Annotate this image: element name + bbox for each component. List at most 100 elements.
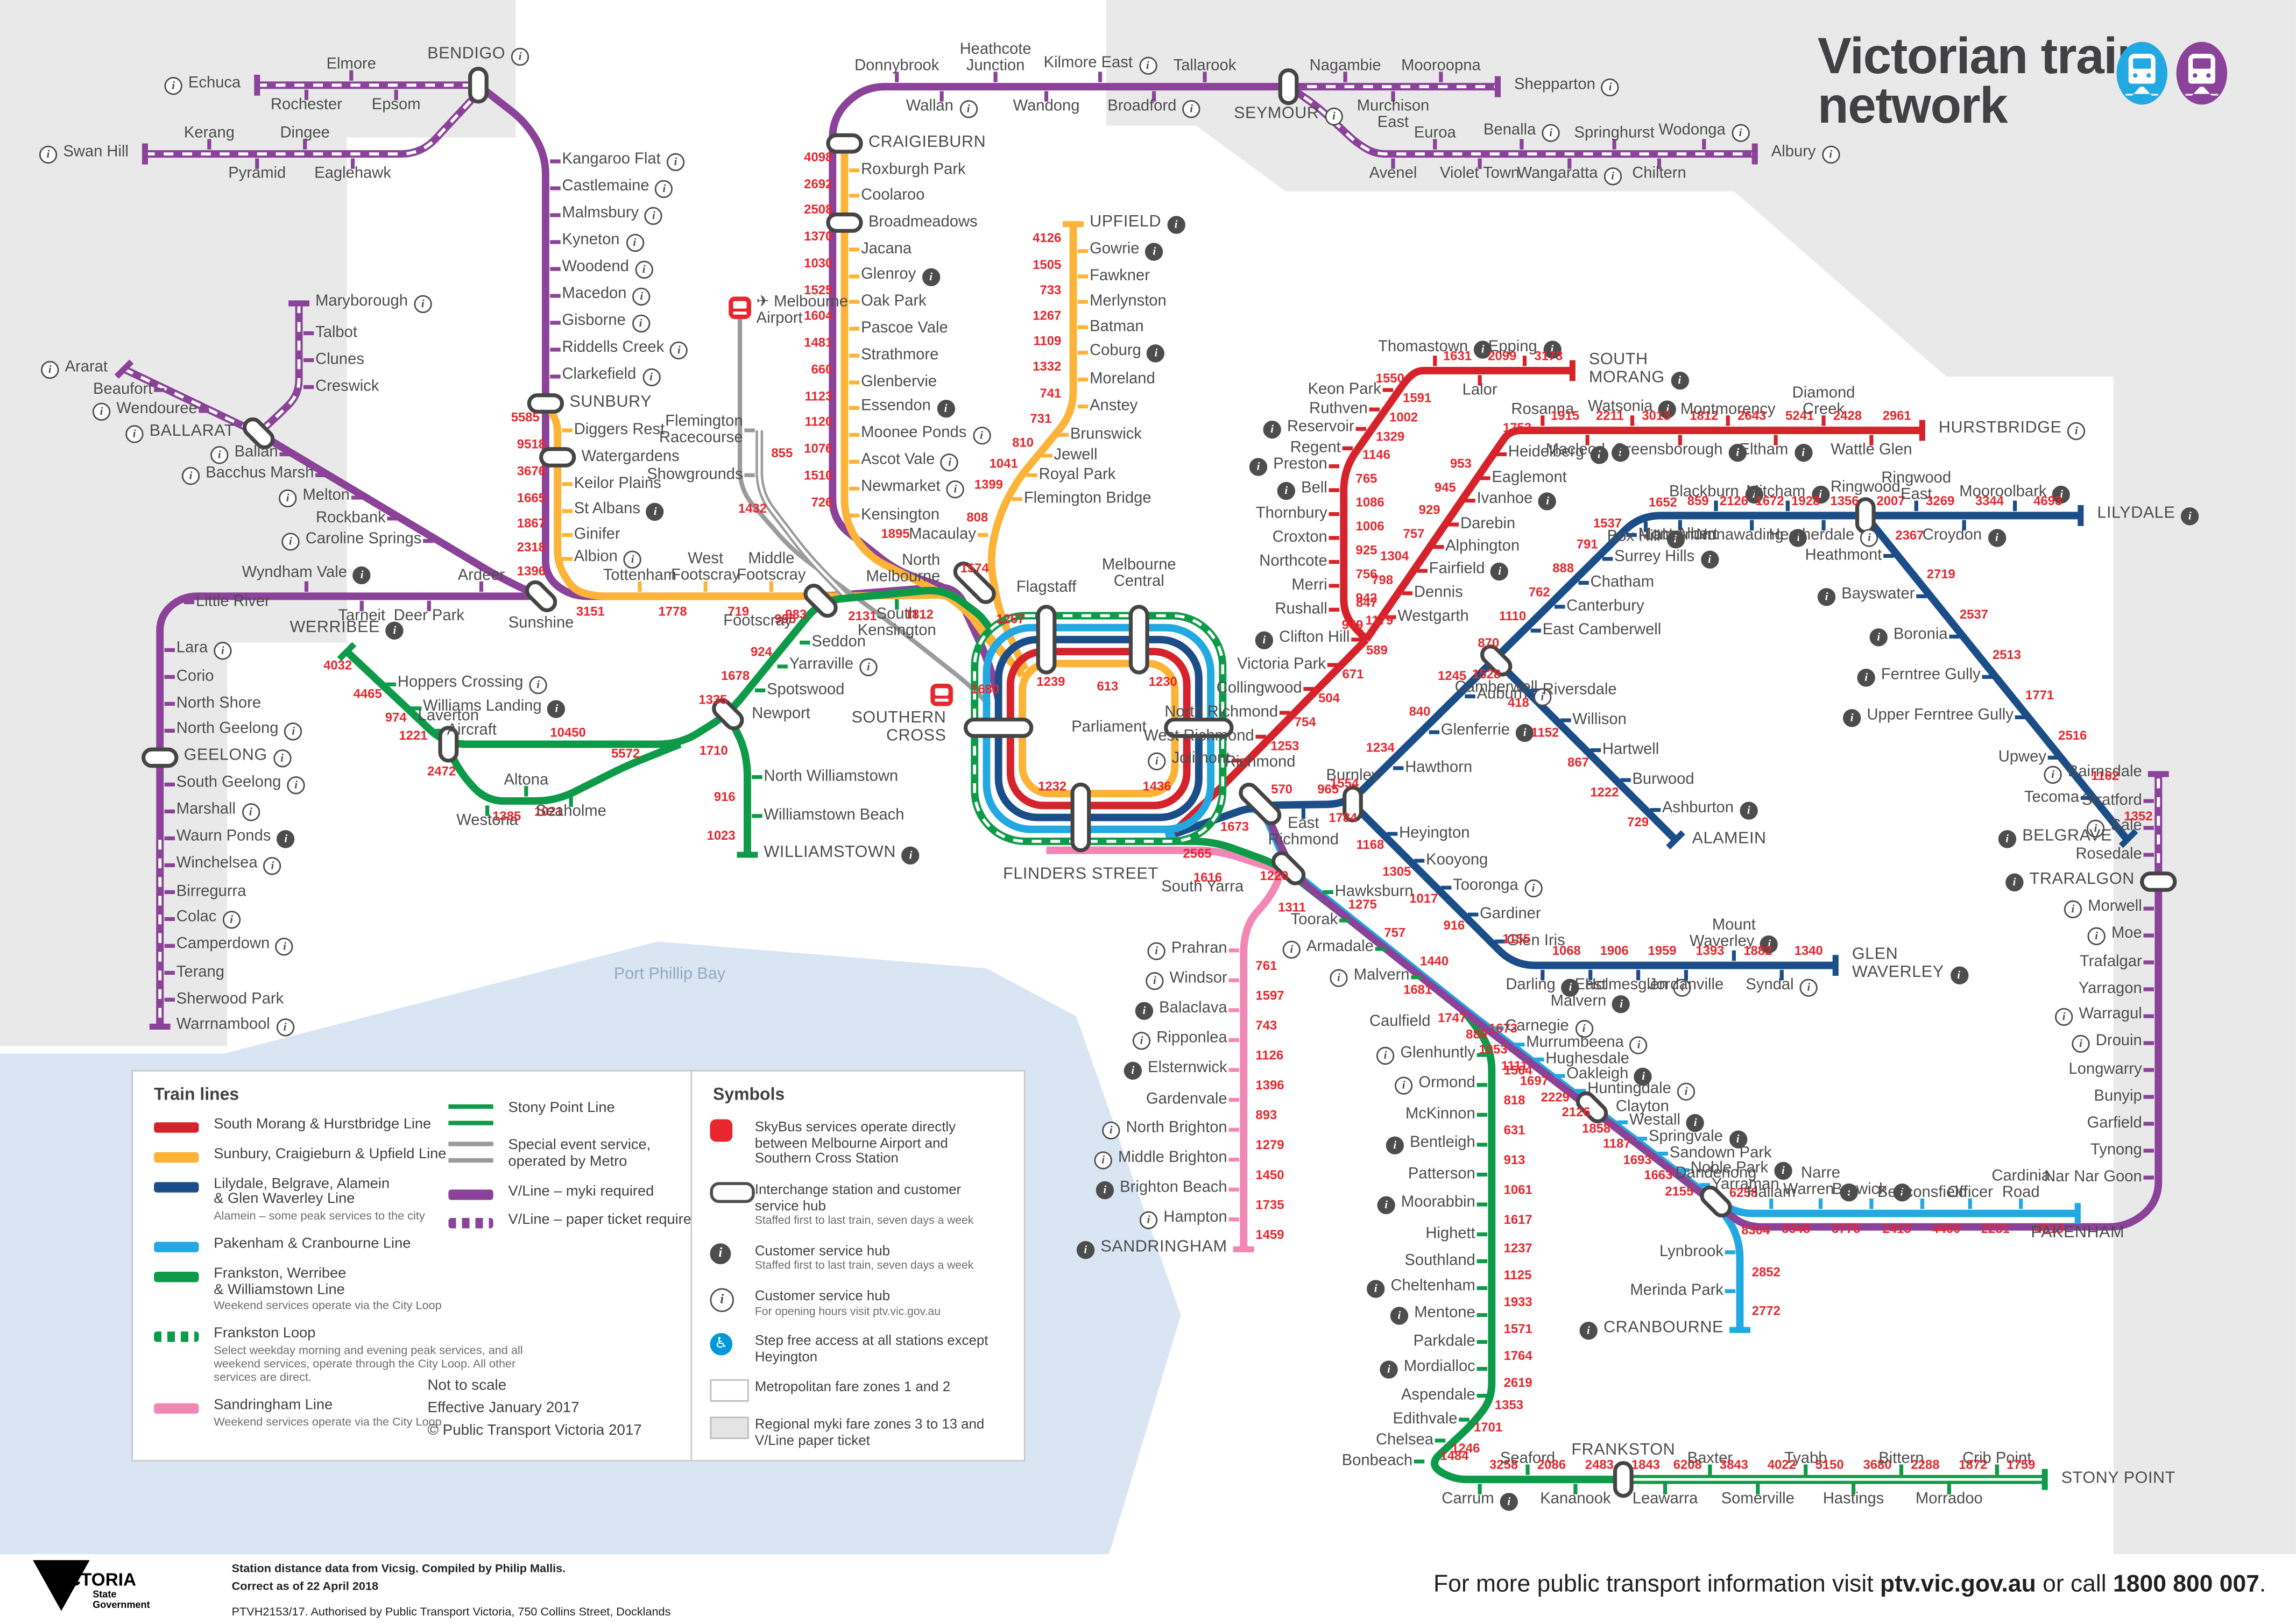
legend-item-label: Lilydale, Belgrave, Alamein & Glen Waver…: [214, 1175, 390, 1208]
interchange-pill: [438, 726, 459, 763]
legend-train-lines: Train lines South Morang & Hurstbridge L…: [131, 1069, 694, 1462]
line-alamein: [1493, 657, 1678, 843]
legend-item[interactable]: V/Line – myki required: [448, 1182, 675, 1201]
contact-post: .: [2259, 1572, 2266, 1598]
page-title: Victorian train network: [1817, 28, 2266, 135]
interchange-pill: [539, 447, 576, 467]
symbol-item[interactable]: i Customer service hub For opening hours v…: [710, 1288, 1006, 1318]
symbol-item[interactable]: i Customer service hub Staffed first to la…: [710, 1243, 1006, 1273]
legend-item-label: V/Line – myki required: [508, 1182, 654, 1200]
legend-item[interactable]: V/Line – paper ticket required: [448, 1213, 700, 1230]
symbol-item[interactable]: Interchange station and customer service…: [710, 1182, 1006, 1228]
legend-swatch-green: [448, 1104, 493, 1125]
interchange-pill: [1343, 785, 1363, 823]
interchange-pill: [826, 133, 863, 154]
symbol-item[interactable]: ♿ Step free access at all stations except…: [710, 1333, 1006, 1364]
line-geelong: [156, 592, 546, 1029]
contact-phone[interactable]: 1800 800 007: [2113, 1572, 2259, 1598]
symbol-label: Interchange station and customer service…: [754, 1182, 962, 1213]
legend-item-label: Frankston Loop: [214, 1326, 316, 1343]
vline-train-icon: [2176, 41, 2228, 105]
legend-item[interactable]: South Morang & Hurstbridge Line: [154, 1116, 671, 1134]
interchange-pill: [2140, 871, 2177, 892]
city-loop-yellow: [1019, 660, 1179, 798]
zone-region: [0, 0, 516, 1046]
legend-item[interactable]: Sunbury, Craigieburn & Upfield Line: [154, 1146, 671, 1164]
interchange-pill: [1576, 1091, 1608, 1124]
legend-item-note: Alamein – some peak services to the city: [214, 1209, 425, 1223]
symbol-label: SkyBus services operate directly between…: [754, 1119, 956, 1166]
legend-item[interactable]: Frankston, Werribee & Williamstown Line W…: [154, 1265, 671, 1314]
interchange-pill: [1239, 782, 1282, 826]
interchange-pill: [963, 717, 1034, 738]
zone-region: [1106, 0, 2296, 377]
interchange-pill: [242, 417, 275, 450]
legend-item-label: Frankston, Werribee & Williamstown Line: [214, 1265, 347, 1298]
interchange-pill: [527, 393, 564, 414]
legend-title: Train lines: [154, 1086, 239, 1104]
line-williamstown: [724, 712, 751, 855]
legend-swatch-green: [154, 1271, 199, 1282]
wheel-icon: ♿: [710, 1333, 733, 1356]
contact-website[interactable]: ptv.vic.gov.au: [1880, 1572, 2036, 1598]
symbol-item[interactable]: Regional myki fare zones 3 to 13 and V/L…: [710, 1417, 1006, 1449]
symbol-label: Customer service hub: [754, 1243, 891, 1258]
contact-pre: For more public transport information vi…: [1433, 1572, 1880, 1598]
line-glenwaverley: [1350, 801, 1836, 969]
legend-item[interactable]: Sandringham Line Weekend services operate…: [154, 1397, 671, 1430]
credit-line-1: Station distance data from Vicsig. Compi…: [231, 1561, 566, 1575]
legend-item[interactable]: Lilydale, Belgrave, Alamein & Glen Waver…: [154, 1175, 671, 1224]
zone-region: [2113, 377, 2296, 1555]
line-southmorang: [1340, 366, 1573, 642]
authorisation-line: PTVH2153/17. Authorised by Public Transp…: [231, 1605, 671, 1619]
metro-train-icon: [2116, 41, 2167, 105]
legend-item[interactable]: Pakenham & Cranbourne Line: [154, 1236, 671, 1253]
legend-swatch-purple: [448, 1188, 493, 1200]
legend-swatch-yellow: [154, 1152, 199, 1163]
info-f-icon: i: [710, 1243, 731, 1264]
line-werribee: [344, 586, 993, 748]
line-swanhill: [145, 90, 482, 158]
legend-item-label: South Morang & Hurstbridge Line: [214, 1116, 432, 1133]
symbol-sublabel: Staffed first to last train, seven days …: [754, 1214, 974, 1228]
legend-swatch-green: [154, 1331, 199, 1343]
line-seymour: [829, 83, 1289, 700]
legend-item[interactable]: Special event service, operated by Metro: [448, 1137, 675, 1171]
title-text: Victorian train network: [1817, 28, 2148, 135]
symbol-sublabel: For opening hours visit ptv.vic.gov.au: [754, 1303, 941, 1317]
footer-credits: Station distance data from Vicsig. Compi…: [232, 1560, 671, 1621]
line-frankston: [1106, 838, 1623, 1484]
symbol-sublabel: Staffed first to last train, seven days …: [754, 1259, 974, 1273]
victoria-logo-triangle: [33, 1560, 90, 1611]
legend-item[interactable]: Stony Point Line: [448, 1100, 675, 1125]
symbol-item[interactable]: SkyBus services operate directly between…: [710, 1119, 1006, 1167]
footer-contact: For more public transport information vi…: [1433, 1572, 2266, 1599]
legend-note-line: Not to scale: [427, 1378, 507, 1394]
interchange-pill: [1855, 497, 1876, 534]
legend-item-label: Stony Point Line: [508, 1100, 615, 1117]
legend-item-note: Select weekday morning and evening peak …: [214, 1343, 523, 1384]
legend-item[interactable]: Frankston Loop Select weekday morning and…: [154, 1326, 671, 1385]
legend-item-label: Special event service, operated by Metro: [508, 1137, 651, 1170]
pill-icon: [710, 1182, 755, 1203]
interchange-pill: [142, 747, 179, 768]
symbol-items: SkyBus services operate directly between…: [692, 1119, 1024, 1449]
legend-swatch-cyan: [154, 1242, 199, 1252]
line-hurstbridge: [1363, 427, 1923, 642]
line-albury: [1286, 83, 1755, 158]
legend-items-left: South Morang & Hurstbridge Line Sunbury, …: [133, 1116, 692, 1430]
symbol-item[interactable]: Metropolitan fare zones 1 and 2: [710, 1379, 1006, 1402]
line-sandringham: [1046, 846, 1282, 1250]
legend-item-label: Sandringham Line: [214, 1397, 333, 1414]
interchange-pill: [826, 212, 863, 233]
interchange-pill: [1036, 605, 1057, 675]
legend-swatch-gray: [448, 1142, 493, 1163]
legend-symbols: Symbols SkyBus services operate directly…: [690, 1069, 1026, 1462]
legend-swatch-pink: [154, 1403, 199, 1414]
city-loop-red: [1006, 648, 1191, 810]
legend-items-right: Stony Point Line Special event service, o…: [427, 1088, 700, 1230]
legend-note-line: © Public Transport Victoria 2017: [427, 1422, 642, 1440]
line-upfield: [987, 224, 1077, 671]
victoria-logo-subtext: State Government: [93, 1590, 150, 1611]
